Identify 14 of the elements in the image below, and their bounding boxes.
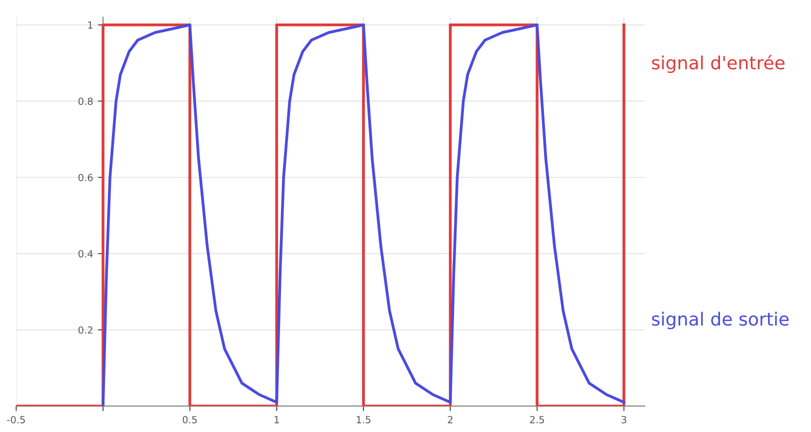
y-tick-label: 0.6 — [78, 174, 93, 182]
x-tick-label: -0.5 — [7, 416, 25, 424]
y-tick-label: 0.2 — [78, 326, 92, 334]
x-tick-label: 3 — [622, 416, 626, 424]
series-label: signal d'entrée — [652, 54, 785, 74]
text: signal de sortie — [652, 312, 789, 330]
x-tick-label: 1.5 — [356, 416, 370, 424]
x-tick-label: 1 — [274, 416, 279, 424]
x-tick-label: 2.5 — [530, 416, 544, 424]
y-tick-label: 0.4 — [78, 250, 93, 258]
x-tick-label: 0.5 — [182, 416, 197, 424]
x-tick-label: 2 — [448, 416, 452, 424]
y-tick-label: 1 — [88, 22, 92, 29]
y-tick-label: 0.8 — [78, 98, 93, 105]
